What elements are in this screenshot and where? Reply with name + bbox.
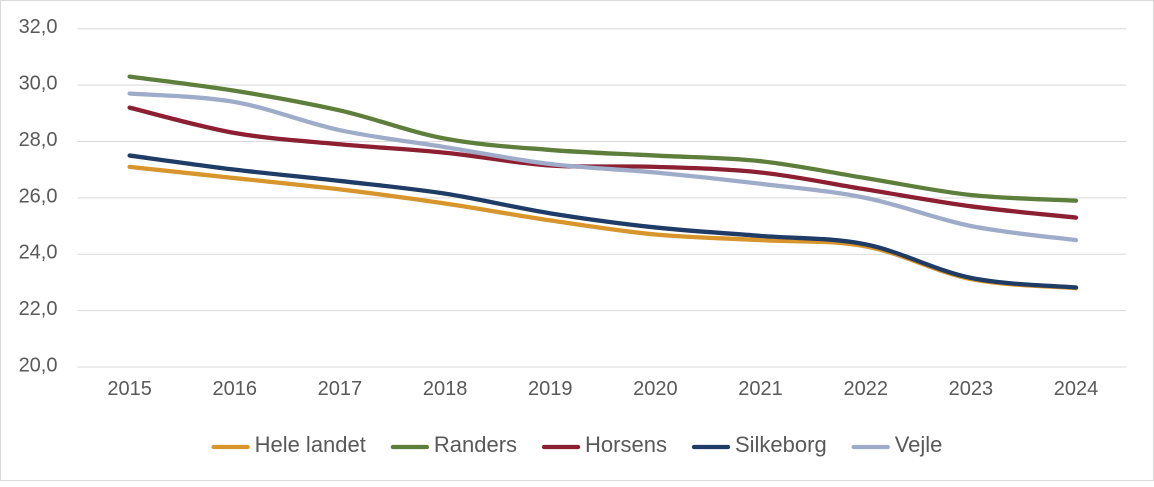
svg-text:Silkeborg: Silkeborg <box>735 432 827 457</box>
svg-text:Vejle: Vejle <box>895 432 943 457</box>
svg-text:20,0: 20,0 <box>19 355 58 377</box>
svg-text:22,0: 22,0 <box>19 298 58 320</box>
svg-text:2020: 2020 <box>633 378 678 400</box>
svg-text:Horsens: Horsens <box>585 432 667 457</box>
svg-text:26,0: 26,0 <box>19 185 58 207</box>
svg-text:Randers: Randers <box>434 432 517 457</box>
svg-text:2016: 2016 <box>213 378 258 400</box>
svg-text:2015: 2015 <box>107 378 152 400</box>
svg-text:2018: 2018 <box>423 378 468 400</box>
svg-text:28,0: 28,0 <box>19 129 58 151</box>
svg-text:Hele landet: Hele landet <box>255 432 366 457</box>
svg-text:2019: 2019 <box>528 378 573 400</box>
svg-text:32,0: 32,0 <box>19 16 58 38</box>
svg-text:2023: 2023 <box>949 378 994 400</box>
svg-text:30,0: 30,0 <box>19 73 58 95</box>
svg-text:24,0: 24,0 <box>19 242 58 264</box>
svg-text:2021: 2021 <box>738 378 783 400</box>
svg-text:2024: 2024 <box>1054 378 1099 400</box>
svg-text:2017: 2017 <box>318 378 363 400</box>
svg-text:2022: 2022 <box>843 378 888 400</box>
